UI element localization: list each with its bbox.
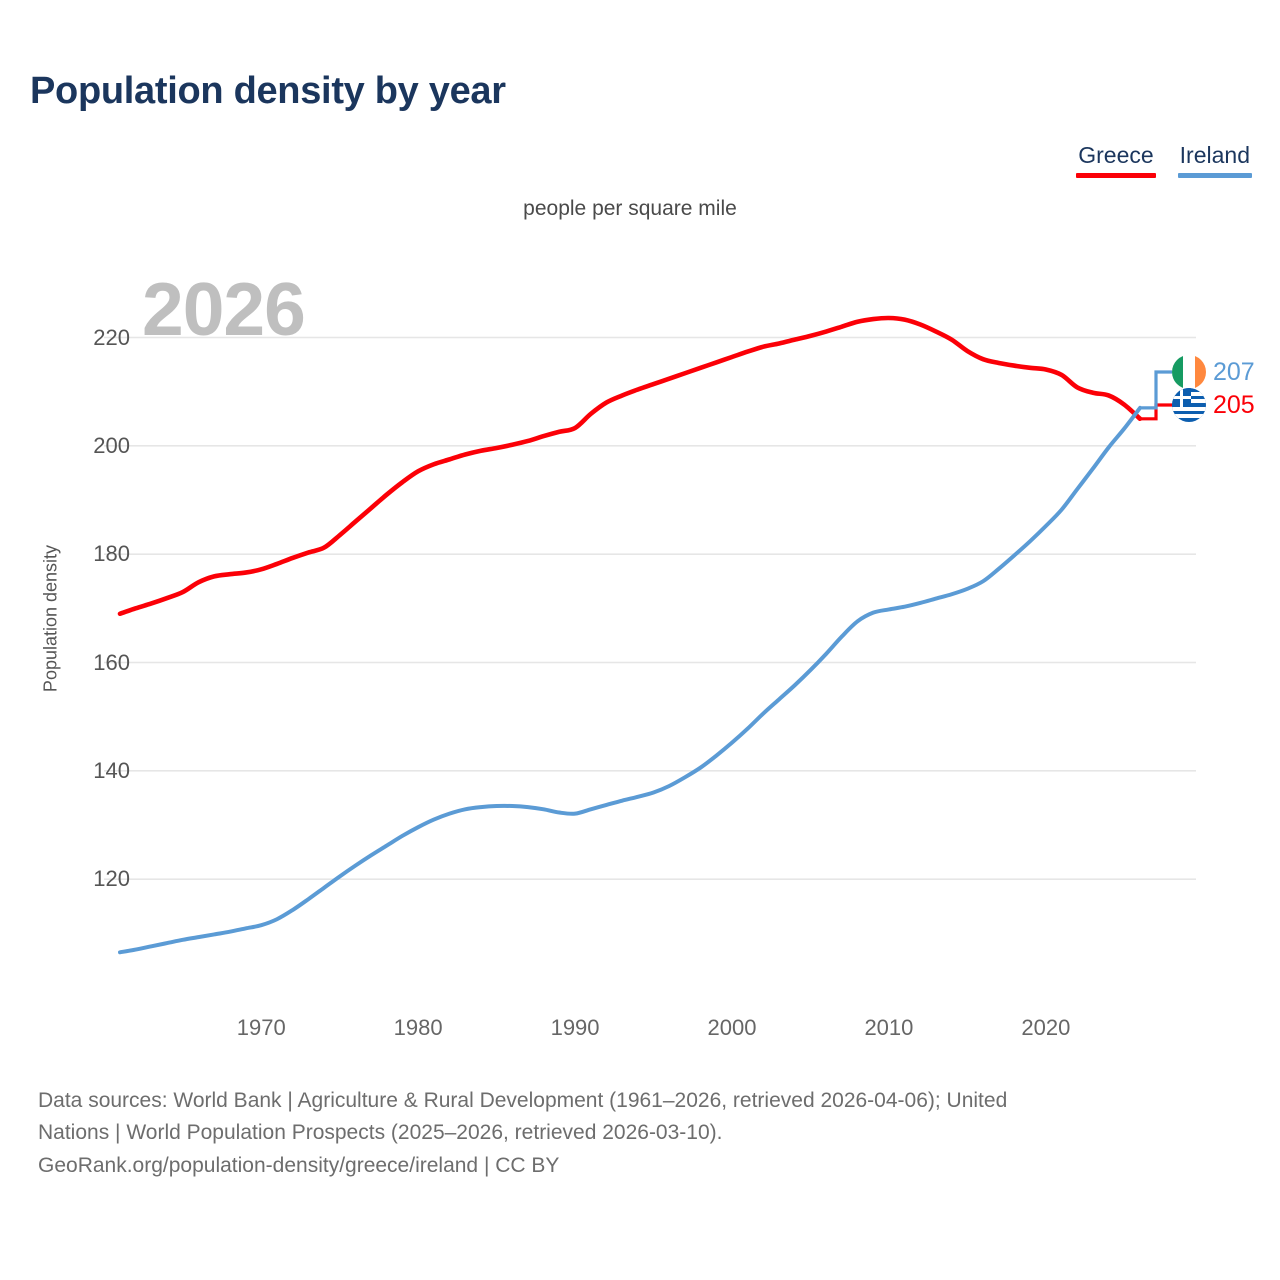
end-value-greece: 205 <box>1213 390 1255 419</box>
chart-subtitle: people per square mile <box>523 197 737 220</box>
legend-swatch-greece <box>1076 173 1156 178</box>
greece-flag-icon <box>1172 388 1206 422</box>
ireland-flag-icon <box>1172 355 1206 389</box>
y-axis-label: Population density <box>40 544 61 693</box>
legend-item-greece[interactable]: Greece <box>1076 142 1156 178</box>
series-line-ireland <box>118 405 1142 955</box>
end-label-ireland[interactable]: 207 <box>1172 355 1255 389</box>
page-title: Population density by year <box>30 70 506 112</box>
y-tick-label: 220 <box>93 324 130 350</box>
legend-item-ireland[interactable]: Ireland <box>1177 142 1252 178</box>
footer-line-1: Data sources: World Bank | Agriculture &… <box>38 1089 1008 1112</box>
y-tick-label: 200 <box>93 432 130 458</box>
x-tick-label: 1980 <box>393 1015 443 1040</box>
end-connector-ireland <box>1140 370 1172 410</box>
x-tick-label: 1990 <box>550 1015 600 1040</box>
y-axis-ticks: 120 140 160 180 200 220 <box>0 0 130 1280</box>
end-label-greece[interactable]: 205 <box>1172 388 1255 422</box>
legend-label-greece: Greece <box>1078 142 1154 168</box>
y-tick-label: 120 <box>93 866 130 892</box>
x-tick-label: 2010 <box>864 1015 914 1040</box>
footer-line-2: Nations | World Population Prospects (20… <box>38 1121 723 1145</box>
footer-line-3[interactable]: GeoRank.org/population-density/greece/ir… <box>38 1153 560 1177</box>
y-tick-label: 160 <box>93 649 130 675</box>
end-value-ireland: 207 <box>1213 357 1255 386</box>
y-tick-label: 140 <box>93 757 130 783</box>
chart-legend: Greece Ireland <box>1076 144 1252 178</box>
series-line-greece <box>117 315 1143 617</box>
y-tick-label: 180 <box>93 541 130 567</box>
x-tick-label: 2020 <box>1021 1015 1071 1040</box>
footer-sources: Data sources: World Bank | Agriculture &… <box>38 1086 1263 1183</box>
legend-swatch-ireland <box>1177 173 1252 178</box>
x-tick-label: 1970 <box>236 1015 286 1040</box>
end-connector-greece <box>1140 403 1172 421</box>
year-watermark: 2026 <box>142 267 306 351</box>
legend-label-ireland: Ireland <box>1179 142 1250 168</box>
x-tick-label: 2000 <box>707 1015 757 1040</box>
